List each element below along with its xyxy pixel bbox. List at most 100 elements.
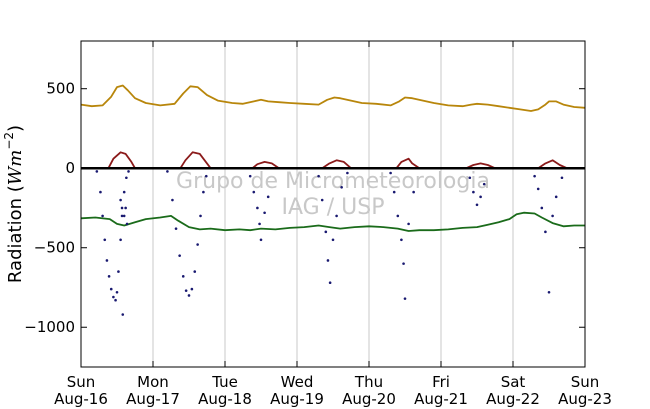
series-4-point-65 <box>536 187 540 191</box>
series-4-point-19 <box>124 206 127 210</box>
x-tick-label-day-1: Mon <box>137 373 169 391</box>
series-4-point-28 <box>187 294 191 297</box>
series-4-point-22 <box>166 170 169 173</box>
x-tick-label-day-7: Sun <box>571 373 600 391</box>
series-4-point-10 <box>117 270 120 273</box>
y-axis-unit-close: ) <box>5 125 26 132</box>
series-4-point-44 <box>324 230 328 234</box>
series-4-point-17 <box>120 206 124 210</box>
y-axis-unit: Wm <box>5 150 26 186</box>
series-layer <box>80 84 586 316</box>
series-4-point-60 <box>472 190 475 194</box>
watermark-line-1: Grupo de Micrometeorologia <box>176 169 490 194</box>
grid-layer <box>80 41 586 367</box>
series-4-point-33 <box>202 190 205 194</box>
series-4-point-12 <box>120 214 124 218</box>
series-1-line <box>81 151 585 170</box>
x-tick-label-date-1: Aug-17 <box>126 390 180 408</box>
series-4-point-34 <box>204 174 208 178</box>
series-4-point-41 <box>266 195 270 199</box>
series-4-point-49 <box>340 186 343 189</box>
y-tick-layer: 500 0 −500 −1000 <box>24 80 585 336</box>
series-4-point-52 <box>392 190 396 194</box>
y-axis-unit-open: ( <box>5 185 26 198</box>
x-tick-label-day-2: Tue <box>211 373 238 391</box>
series-4-point-45 <box>326 259 330 262</box>
series-4-point-37 <box>256 206 259 210</box>
series-4-point-36 <box>252 190 256 194</box>
series-4-point-47 <box>331 238 335 242</box>
series-4-point-61 <box>475 203 479 207</box>
series-4-point-63 <box>482 182 486 186</box>
series-4-point-69 <box>551 214 554 218</box>
series-4-point-29 <box>190 287 194 291</box>
series-4-point-4 <box>105 259 109 262</box>
series-4-point-26 <box>181 275 185 278</box>
x-tick-label-date-2: Aug-18 <box>198 390 252 408</box>
series-4-point-66 <box>540 206 544 210</box>
series-4-point-9 <box>115 290 119 294</box>
series-4-point-5 <box>107 275 111 278</box>
series-4-point-38 <box>258 222 261 226</box>
series-4-point-39 <box>259 238 263 242</box>
x-tick-label-date-7: Aug-23 <box>558 390 612 408</box>
series-4-point-11 <box>119 238 122 242</box>
x-tick-label-day-0: Sun <box>67 373 96 391</box>
series-4-point-8 <box>114 298 117 302</box>
series-4-point-13 <box>122 190 126 194</box>
x-tick-label-day-4: Thu <box>354 373 383 391</box>
y-tick-label-3: −1000 <box>24 318 75 336</box>
x-tick-label-date-3: Aug-19 <box>270 390 324 408</box>
series-4-point-18 <box>122 214 126 218</box>
series-4-point-25 <box>178 254 181 257</box>
series-4-point-51 <box>389 171 392 175</box>
y-axis-unit-exponent: −2 <box>2 132 16 150</box>
watermark-line-2: IAG / USP <box>282 195 385 220</box>
series-4-point-20 <box>125 222 129 226</box>
series-4-point-46 <box>328 281 332 285</box>
series-4 <box>95 170 564 316</box>
series-4-point-0 <box>95 170 99 173</box>
series-4-point-31 <box>196 243 199 246</box>
series-4-point-27 <box>184 289 188 292</box>
series-4-point-70 <box>554 195 558 199</box>
watermark: Grupo de Micrometeorologia IAG / USP <box>176 169 490 220</box>
series-4-point-56 <box>403 297 407 300</box>
series-4-point-58 <box>412 190 415 194</box>
series-4-point-48 <box>335 214 338 218</box>
y-tick-label-1: 0 <box>65 159 75 177</box>
series-4-point-14 <box>125 176 128 180</box>
series-4-point-15 <box>127 170 130 173</box>
x-tick-label-date-4: Aug-20 <box>342 390 396 408</box>
y-axis-label: Radiation (Wm−2) <box>2 125 26 283</box>
series-4-point-64 <box>533 174 536 178</box>
series-4-point-67 <box>544 230 547 234</box>
series-4-point-1 <box>99 190 102 194</box>
series-4-point-57 <box>407 222 410 226</box>
series-4-point-43 <box>320 198 324 202</box>
series-2-line <box>80 211 585 232</box>
series-4-point-7 <box>112 295 115 299</box>
series-4-point-16 <box>119 198 122 202</box>
series-4-point-55 <box>402 262 405 265</box>
plot-frame <box>80 40 586 368</box>
series-4-point-3 <box>103 238 107 242</box>
series-4-point-30 <box>193 270 197 273</box>
series-4-point-24 <box>174 227 178 230</box>
series-4-point-54 <box>400 238 403 242</box>
y-axis-label-text: Radiation <box>5 198 26 283</box>
series-0-line <box>80 84 586 112</box>
series-4-point-71 <box>560 176 564 180</box>
series-4-point-42 <box>317 174 320 178</box>
x-tick-layer: SunAug-16MonAug-17TueAug-18WedAug-19ThuA… <box>54 41 612 408</box>
x-tick-label-day-5: Fri <box>432 373 450 391</box>
series-4-point-23 <box>171 198 174 202</box>
x-tick-label-day-3: Wed <box>281 373 314 391</box>
series-4-point-40 <box>263 211 266 215</box>
x-tick-label-day-6: Sat <box>501 373 526 391</box>
series-4-point-50 <box>346 171 349 175</box>
series-4-point-53 <box>396 214 400 218</box>
series-4-point-62 <box>479 195 482 199</box>
y-tick-label-2: −500 <box>34 239 75 257</box>
